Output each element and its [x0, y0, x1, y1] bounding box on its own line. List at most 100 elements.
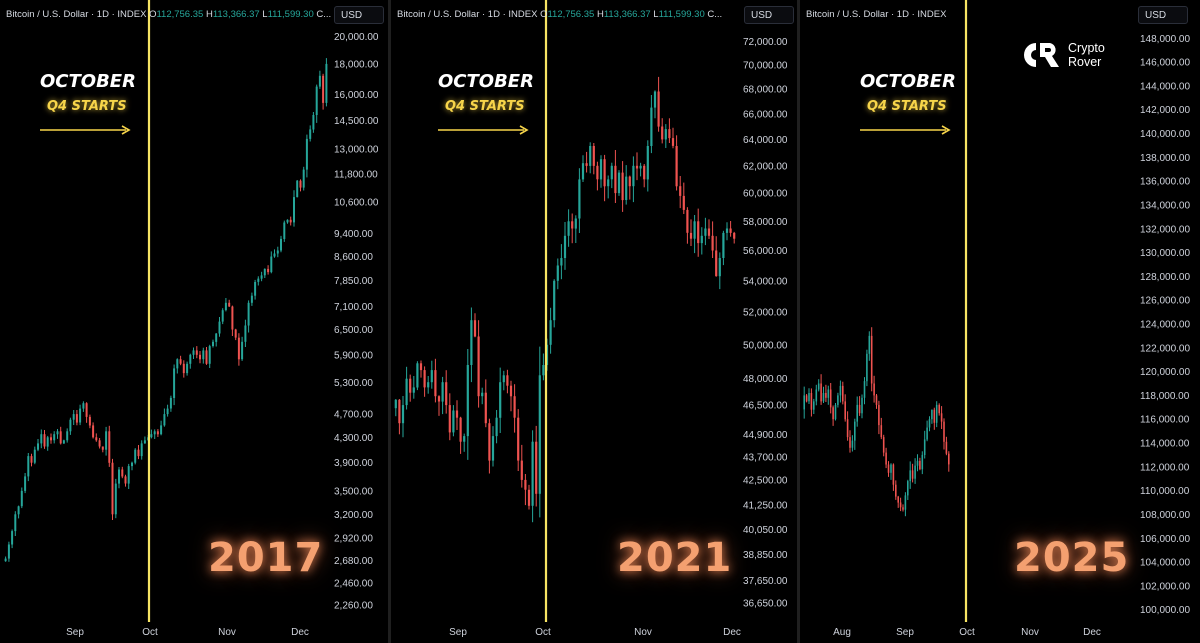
candle-body [664, 129, 667, 140]
candle-body [111, 462, 114, 515]
candle-body [150, 434, 153, 438]
candle-body [513, 396, 516, 418]
candle-body [846, 419, 849, 438]
y-tick-label: 140,000.00 [1140, 129, 1190, 140]
candle-body [127, 466, 130, 484]
candle-body [870, 335, 873, 384]
candle-body [69, 419, 72, 432]
arrow-right-icon [438, 125, 529, 135]
candle-body [448, 405, 451, 433]
candle-body [820, 383, 822, 402]
chart-panel-2017[interactable]: 20,000.00 18,000.00 16,000.00 14,500.00 13,0… [0, 0, 388, 643]
candle-body [305, 138, 308, 170]
candle-body [179, 359, 182, 364]
candle-body [940, 413, 943, 422]
candle-body [866, 353, 868, 382]
candle-body [276, 250, 279, 254]
y-tick-label: 126,000.00 [1140, 296, 1190, 307]
candle-body [7, 544, 10, 559]
candle-body [813, 401, 815, 410]
candle-body [452, 410, 455, 433]
y-tick-label: 43,700.00 [743, 452, 788, 463]
candle-body [625, 176, 628, 200]
y-tick-label: 11,800.00 [334, 170, 378, 181]
y-tick-label: 128,000.00 [1140, 272, 1190, 283]
candle-body [59, 431, 62, 444]
candle-body [114, 483, 117, 515]
candle-body [943, 421, 945, 442]
currency-button[interactable]: USD [334, 6, 384, 24]
candle-body [315, 86, 318, 115]
q4-starts-label: Q4 STARTS [47, 99, 127, 114]
candle-body [37, 443, 39, 450]
candle-body [283, 222, 286, 239]
candle-body [517, 417, 520, 461]
y-tick-label: 108,000.00 [1140, 510, 1190, 521]
candle-body [95, 437, 98, 441]
logo-line-2: Rover [1068, 55, 1102, 69]
chart-svg-2025[interactable]: 148,000.00 146,000.00 144,000.00 142,000.00… [800, 0, 1200, 643]
chart-panel-2021[interactable]: 72,000.00 70,000.00 68,000.00 66,000.00 64,0… [391, 0, 797, 643]
candle-body [560, 258, 563, 266]
y-tick-label: 5,900.00 [334, 350, 373, 361]
chart-svg-2021[interactable]: 72,000.00 70,000.00 68,000.00 66,000.00 64,0… [391, 0, 797, 643]
candle-body [434, 370, 437, 397]
candle-body [228, 302, 231, 307]
candle-body [711, 235, 714, 251]
candle-body [715, 250, 718, 277]
candle-body [199, 354, 201, 360]
candle-body [614, 165, 617, 194]
ohlc-close-prefix: C... [316, 9, 332, 20]
y-tick-label: 13,000.00 [334, 144, 379, 155]
candle-body [267, 268, 270, 273]
candle-body [14, 514, 17, 532]
candle-body [808, 393, 810, 402]
candle-body [156, 431, 159, 435]
candle-body [873, 383, 875, 396]
candle-body [50, 437, 52, 441]
candle-body [416, 363, 419, 388]
candle-body [470, 320, 473, 365]
candle-body [459, 417, 462, 442]
x-tick-label: Dec [291, 627, 309, 638]
candle-body [43, 434, 46, 447]
ohlc-high-prefix: H [596, 9, 604, 20]
arrow-right-icon [40, 125, 131, 135]
candle-body [945, 441, 948, 454]
candle-body [88, 416, 91, 426]
candle-body [803, 395, 805, 410]
candle-body [661, 126, 664, 140]
candle-body [312, 115, 315, 130]
candle-body [218, 321, 221, 334]
candle-body [140, 443, 143, 457]
currency-button[interactable]: USD [744, 6, 794, 24]
x-tick-label: Nov [634, 627, 652, 638]
candle-body [17, 506, 20, 515]
candle-body [273, 253, 276, 257]
candle-body [882, 437, 885, 453]
candle-body [589, 146, 592, 166]
candle-body [887, 464, 890, 473]
ohlc-close-prefix: C... [707, 9, 723, 20]
candle-body [632, 165, 635, 187]
candle-body [834, 404, 837, 420]
chart-panel-2025[interactable]: 148,000.00 146,000.00 144,000.00 142,000.00… [800, 0, 1200, 643]
currency-button[interactable]: USD [1138, 6, 1188, 24]
chart-header: Bitcoin / U.S. Dollar · 1D · INDEX [806, 9, 946, 20]
candle-body [549, 320, 552, 345]
arrow-right-icon [860, 125, 951, 135]
candle-body [938, 404, 940, 414]
candle-body [173, 368, 176, 398]
candle-body [62, 440, 65, 444]
candle-body [318, 75, 321, 87]
candle-body [610, 165, 613, 180]
candle-body [72, 414, 75, 420]
chart-svg-2017[interactable]: 20,000.00 18,000.00 16,000.00 14,500.00 13,0… [0, 0, 388, 643]
candle-body [506, 375, 509, 386]
y-tick-label: 3,900.00 [334, 458, 373, 469]
y-tick-label: 18,000.00 [334, 59, 379, 70]
y-tick-label: 7,100.00 [334, 302, 373, 313]
candle-body [488, 423, 491, 461]
candle-body [169, 397, 172, 409]
y-tick-label: 102,000.00 [1140, 581, 1190, 592]
